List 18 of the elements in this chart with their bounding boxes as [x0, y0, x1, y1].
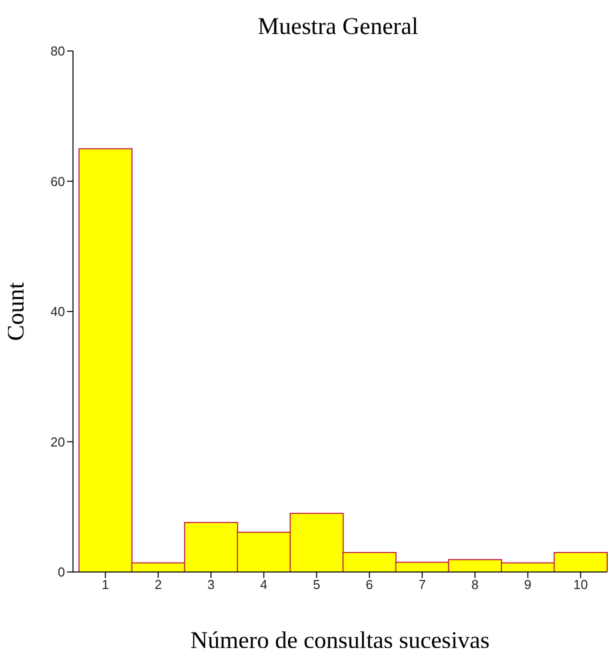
x-tick-label: 10: [573, 577, 588, 592]
x-tick-label: 7: [418, 577, 426, 592]
y-tick-label: 0: [58, 564, 65, 580]
x-axis-title: Número de consultas sucesivas: [190, 628, 490, 653]
y-tick-label: 80: [50, 44, 65, 59]
x-tick-label: 4: [260, 577, 268, 592]
x-tick-label: 2: [154, 577, 162, 592]
x-tick-label: 8: [471, 577, 479, 592]
y-tick-label: 20: [50, 434, 65, 450]
x-tick-label: 3: [207, 577, 215, 592]
chart-title: Muestra General: [256, 14, 420, 41]
x-tick-label: 6: [366, 577, 374, 592]
y-tick-label: 60: [50, 174, 65, 189]
y-axis-title: Count: [4, 282, 30, 341]
x-tick-label: 9: [524, 577, 532, 592]
x-tick-label: 1: [102, 577, 110, 592]
y-tick-label: 40: [50, 304, 65, 320]
x-tick-label: 5: [312, 577, 320, 592]
